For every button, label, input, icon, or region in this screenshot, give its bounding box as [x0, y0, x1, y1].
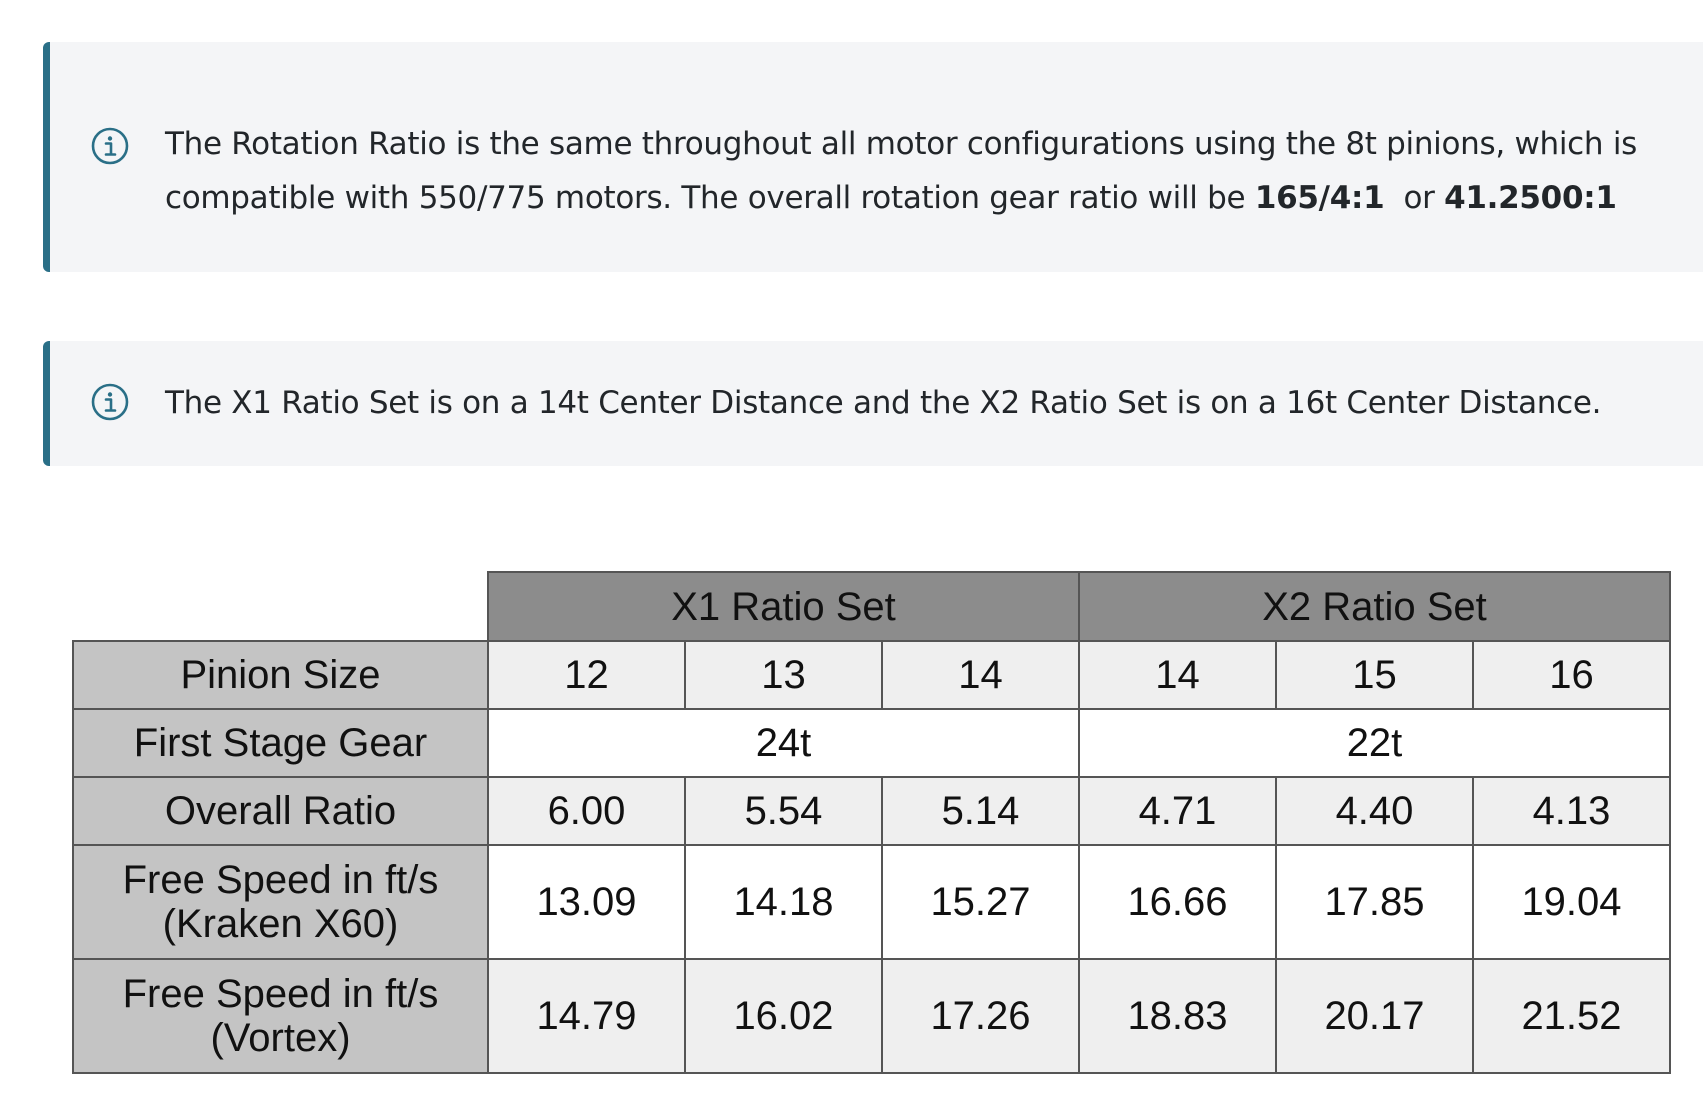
table-cell: 16.66 — [1078, 844, 1277, 960]
table-cell: 17.26 — [881, 958, 1080, 1074]
table-cell: 15.27 — [881, 844, 1080, 960]
table-cell: 4.13 — [1472, 776, 1671, 846]
table-cell: 24t — [487, 708, 1080, 778]
group-header-x2: X2 Ratio Set — [1078, 571, 1671, 642]
table-row-overall-ratio: Overall Ratio 6.00 5.54 5.14 4.71 4.40 4… — [72, 776, 1671, 846]
row-header: Pinion Size — [72, 640, 489, 710]
table-cell: 14.18 — [684, 844, 883, 960]
rotation-ratio-decimal: 41.2500:1 — [1444, 180, 1617, 216]
callout-text: The X1 Ratio Set is on a 14t Center Dist… — [165, 385, 1602, 421]
info-callout-center-distance: The X1 Ratio Set is on a 14t Center Dist… — [43, 341, 1703, 466]
table-cell: 16.02 — [684, 958, 883, 1074]
table-cell: 4.71 — [1078, 776, 1277, 846]
group-header-x1: X1 Ratio Set — [487, 571, 1080, 642]
table-cell: 13.09 — [487, 844, 686, 960]
table-cell: 14 — [1078, 640, 1277, 710]
rotation-ratio-fraction: 165/4:1 — [1254, 180, 1385, 216]
table-cell: 4.40 — [1275, 776, 1474, 846]
table-cell: 22t — [1078, 708, 1671, 778]
table-cell: 19.04 — [1472, 844, 1671, 960]
row-header: Free Speed in ft/s (Kraken X60) — [72, 844, 489, 960]
table-cell: 21.52 — [1472, 958, 1671, 1074]
table-cell: 6.00 — [487, 776, 686, 846]
table-cell: 12 — [487, 640, 686, 710]
row-header: First Stage Gear — [72, 708, 489, 778]
info-icon — [91, 127, 129, 165]
table-cell: 5.54 — [684, 776, 883, 846]
gear-ratio-table: X1 Ratio Set X2 Ratio Set Pinion Size 12… — [72, 571, 1671, 1074]
table-row-first-stage-gear: First Stage Gear 24t 22t — [72, 708, 1671, 778]
table-cell: 13 — [684, 640, 883, 710]
group-header-row: X1 Ratio Set X2 Ratio Set — [73, 571, 1671, 642]
table-row-free-speed-kraken: Free Speed in ft/s (Kraken X60) 13.09 14.… — [72, 844, 1671, 960]
row-header: Free Speed in ft/s (Vortex) — [72, 958, 489, 1074]
table-row-free-speed-vortex: Free Speed in ft/s (Vortex) 14.79 16.02 1… — [72, 958, 1671, 1074]
row-header: Overall Ratio — [72, 776, 489, 846]
table-cell: 20.17 — [1275, 958, 1474, 1074]
table-cell: 16 — [1472, 640, 1671, 710]
table-cell: 14.79 — [487, 958, 686, 1074]
table-cell: 15 — [1275, 640, 1474, 710]
table-cell: 18.83 — [1078, 958, 1277, 1074]
info-callout-rotation-ratio: The Rotation Ratio is the same throughou… — [43, 42, 1703, 272]
callout-text: The Rotation Ratio is the same throughou… — [165, 126, 1637, 216]
table-cell: 5.14 — [881, 776, 1080, 846]
empty-corner-cell — [73, 572, 488, 641]
table-row-pinion-size: Pinion Size 12 13 14 14 15 16 — [72, 640, 1671, 710]
info-icon — [91, 383, 129, 421]
table-cell: 14 — [881, 640, 1080, 710]
table-cell: 17.85 — [1275, 844, 1474, 960]
